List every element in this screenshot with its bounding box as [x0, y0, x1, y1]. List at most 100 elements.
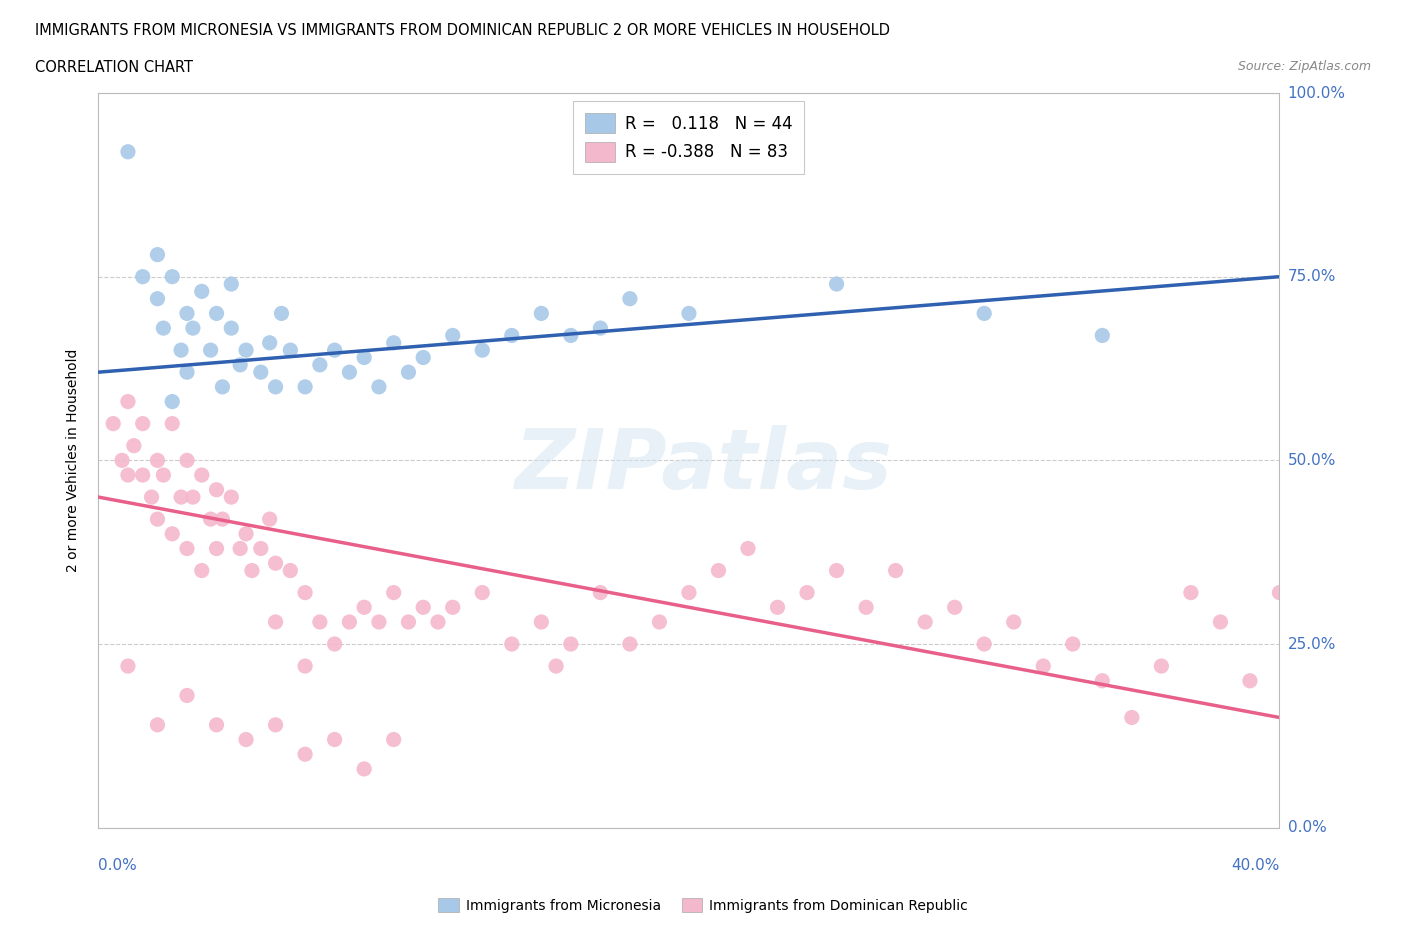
Point [200, 343, 222, 358]
Point [162, 394, 183, 409]
Point [309, 615, 332, 630]
Point [943, 600, 966, 615]
Text: IMMIGRANTS FROM MICRONESIA VS IMMIGRANTS FROM DOMINICAN REPUBLIC 2 OR MORE VEHIC: IMMIGRANTS FROM MICRONESIA VS IMMIGRANTS… [35, 23, 890, 38]
Point [294, 379, 316, 394]
Point [122, 438, 145, 453]
Point [250, 541, 273, 556]
Point [141, 490, 163, 505]
Point [1239, 673, 1261, 688]
Point [294, 585, 316, 600]
Point [412, 350, 434, 365]
Point [546, 658, 568, 673]
Point [678, 306, 700, 321]
Point [146, 247, 169, 262]
Point [146, 717, 169, 732]
Point [176, 453, 198, 468]
Point [323, 732, 346, 747]
Point [235, 732, 257, 747]
Point [229, 541, 252, 556]
Point [825, 564, 848, 578]
Text: 25.0%: 25.0% [1288, 636, 1336, 652]
Point [530, 306, 553, 321]
Point [1062, 637, 1084, 652]
Text: 40.0%: 40.0% [1232, 858, 1279, 873]
Point [337, 365, 360, 379]
Point [589, 585, 612, 600]
Point [146, 453, 169, 468]
Point [111, 453, 134, 468]
Point [678, 585, 700, 600]
Point [707, 564, 730, 578]
Text: 0.0%: 0.0% [98, 858, 138, 873]
Point [132, 417, 155, 432]
Point [368, 379, 391, 394]
Point [973, 306, 995, 321]
Point [264, 556, 287, 571]
Point [560, 637, 582, 652]
Point [132, 468, 155, 483]
Point [103, 417, 125, 432]
Point [323, 637, 346, 652]
Point [412, 600, 434, 615]
Point [589, 321, 612, 336]
Point [396, 615, 419, 630]
Text: 100.0%: 100.0% [1288, 86, 1346, 100]
Point [1091, 673, 1114, 688]
Point [737, 541, 759, 556]
Point [353, 762, 375, 777]
Point [162, 417, 183, 432]
Point [162, 526, 183, 541]
Point [530, 615, 553, 630]
Point [766, 600, 789, 615]
Point [229, 357, 252, 372]
Point [501, 328, 523, 343]
Point [211, 512, 233, 526]
Point [441, 328, 464, 343]
Y-axis label: 2 or more Vehicles in Household: 2 or more Vehicles in Household [66, 349, 80, 572]
Point [235, 343, 257, 358]
Point [1121, 711, 1143, 725]
Point [205, 541, 228, 556]
Point [264, 615, 287, 630]
Point [1209, 615, 1232, 630]
Text: ZIPatlas: ZIPatlas [515, 424, 891, 506]
Point [427, 615, 450, 630]
Point [501, 637, 523, 652]
Point [211, 379, 233, 394]
Point [1150, 658, 1173, 673]
Point [278, 343, 302, 358]
Point [353, 600, 375, 615]
Point [176, 365, 198, 379]
Point [205, 717, 228, 732]
Point [619, 637, 641, 652]
Text: 75.0%: 75.0% [1288, 269, 1336, 285]
Point [240, 564, 263, 578]
Text: CORRELATION CHART: CORRELATION CHART [35, 60, 193, 75]
Point [219, 276, 243, 291]
Point [973, 637, 995, 652]
Point [170, 490, 193, 505]
Point [191, 284, 214, 299]
Point [309, 357, 332, 372]
Point [117, 658, 139, 673]
Point [796, 585, 818, 600]
Point [270, 306, 292, 321]
Point [1002, 615, 1025, 630]
Point [162, 270, 183, 285]
Point [259, 512, 281, 526]
Point [471, 343, 494, 358]
Point [219, 490, 243, 505]
Point [382, 585, 405, 600]
Legend: R =   0.118   N = 44, R = -0.388   N = 83: R = 0.118 N = 44, R = -0.388 N = 83 [574, 101, 804, 174]
Legend: Immigrants from Micronesia, Immigrants from Dominican Republic: Immigrants from Micronesia, Immigrants f… [432, 893, 974, 919]
Point [825, 276, 848, 291]
Point [176, 306, 198, 321]
Point [259, 336, 281, 351]
Point [191, 468, 214, 483]
Text: 50.0%: 50.0% [1288, 453, 1336, 468]
Point [205, 483, 228, 498]
Point [914, 615, 936, 630]
Point [884, 564, 907, 578]
Point [205, 306, 228, 321]
Point [219, 321, 243, 336]
